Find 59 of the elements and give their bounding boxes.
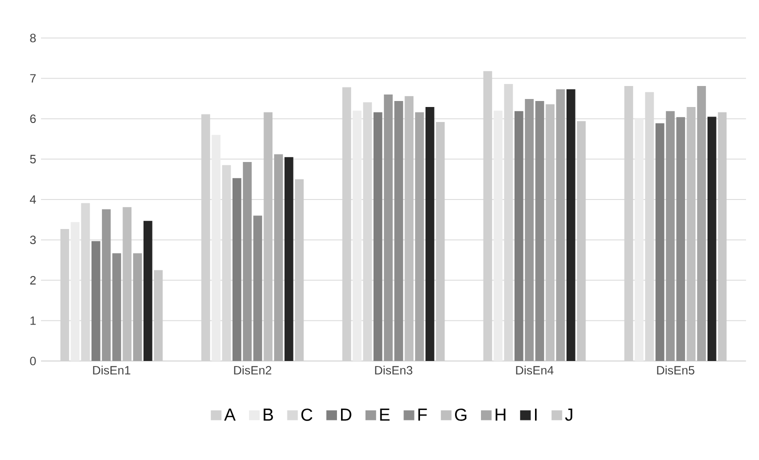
y-tick-label: 8: [30, 34, 36, 42]
y-tick-label: 1: [30, 316, 36, 325]
bar: [70, 222, 80, 361]
bar: [494, 110, 503, 361]
bar: [144, 220, 152, 361]
bar: [384, 94, 393, 361]
bar: [426, 107, 434, 361]
bar: [634, 118, 644, 361]
x-tick-label: DisEn5: [657, 366, 694, 375]
x-tick-label: DisEn1: [93, 366, 130, 375]
legend-label: C: [301, 408, 312, 421]
bar: [133, 253, 142, 361]
legend-label: D: [341, 408, 352, 421]
y-tick-label: 7: [30, 74, 36, 82]
bar: [352, 110, 362, 361]
bar: [264, 112, 273, 361]
bar: [415, 112, 424, 361]
legend-label: I: [535, 408, 537, 421]
bar: [112, 253, 122, 361]
bar: [514, 111, 524, 361]
y-tick-label: 6: [30, 114, 36, 124]
bar: [253, 216, 262, 361]
bar: [274, 154, 283, 361]
bar: [102, 209, 111, 361]
bar: [676, 117, 686, 361]
y-tick-label: 0: [30, 356, 36, 366]
bar: [92, 241, 100, 361]
legend-label: E: [380, 408, 390, 421]
legend-label: J: [565, 408, 572, 421]
bar: [556, 89, 565, 361]
bar: [284, 157, 294, 361]
bar: [697, 86, 706, 361]
bar: [212, 134, 221, 361]
x-tick-label: DisEn3: [375, 366, 412, 375]
legend-label: B: [264, 408, 273, 421]
y-tick-label: 5: [30, 154, 36, 164]
bar: [546, 104, 555, 361]
bar: [708, 116, 716, 361]
legend-label: A: [224, 408, 236, 421]
bar: [666, 111, 675, 361]
y-tick-label: 4: [30, 195, 36, 204]
legend-label: F: [418, 408, 427, 421]
bar: [566, 89, 576, 361]
legend-label: G: [455, 408, 466, 421]
bar: [122, 207, 132, 361]
bar: [394, 100, 404, 361]
bar: [404, 96, 414, 361]
y-tick-label: 3: [30, 236, 36, 244]
x-tick-label: DisEn2: [234, 366, 272, 375]
bar: [232, 178, 242, 361]
y-tick-label: 2: [30, 276, 36, 284]
bar: [656, 123, 664, 361]
bar: [242, 162, 252, 361]
bar: [524, 98, 534, 361]
legend-label: H: [496, 408, 506, 421]
bar: [535, 100, 544, 361]
x-tick-label: DisEn4: [516, 366, 554, 375]
bar: [374, 112, 382, 361]
bar: [686, 107, 696, 361]
